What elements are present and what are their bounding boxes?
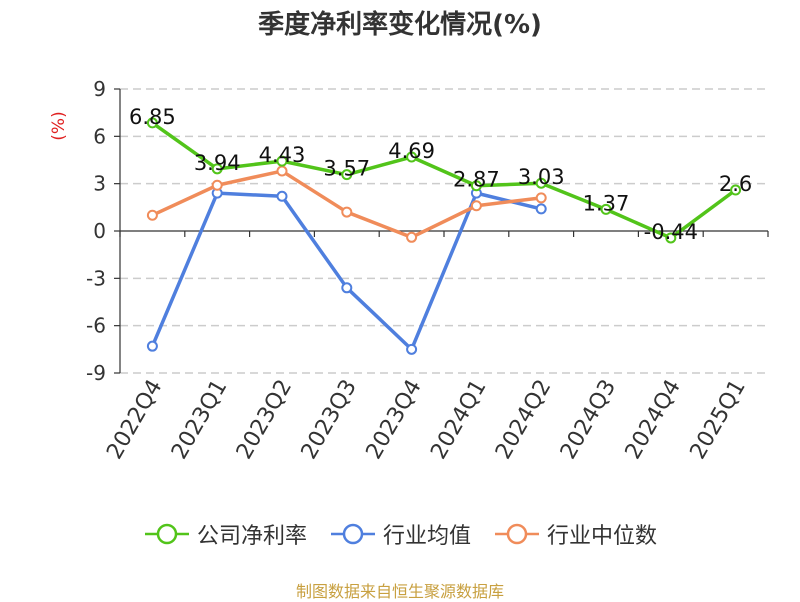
x-tick-label: 2025Q1 xyxy=(685,376,750,464)
data-point xyxy=(535,177,547,189)
y-tick-label: 0 xyxy=(93,219,106,243)
x-tick-label: 2024Q1 xyxy=(426,376,491,464)
legend-marker xyxy=(330,523,375,545)
y-tick-label: 9 xyxy=(93,77,106,101)
legend-label: 行业中位数 xyxy=(547,524,658,549)
legend-label: 公司净利率 xyxy=(196,524,307,549)
data-point xyxy=(341,282,353,294)
data-point xyxy=(276,165,288,177)
y-tick-label: -9 xyxy=(86,361,106,385)
y-axis-label: (%) xyxy=(49,111,69,140)
y-tick-label: -6 xyxy=(86,314,106,338)
data-label: 2.6 xyxy=(719,172,752,196)
data-label: 6.85 xyxy=(129,105,176,129)
data-label: 3.94 xyxy=(194,151,241,175)
y-tick-label: -3 xyxy=(86,266,106,290)
x-tick-label: 2023Q1 xyxy=(167,376,232,464)
data-point xyxy=(211,163,223,175)
x-tick-label: 2023Q2 xyxy=(232,376,297,464)
legend-item: 行业中位数 xyxy=(493,518,657,550)
series-line xyxy=(151,121,737,240)
data-label: 3.03 xyxy=(518,165,565,189)
x-tick-label: 2023Q3 xyxy=(297,376,362,464)
data-point xyxy=(600,203,612,215)
x-tick-label: 2022Q4 xyxy=(102,376,167,464)
data-point xyxy=(146,340,158,352)
data-point xyxy=(535,192,547,204)
data-point xyxy=(665,232,677,244)
y-tick-label: 3 xyxy=(93,172,106,196)
data-point xyxy=(470,200,482,212)
legend-marker xyxy=(495,523,539,545)
data-point xyxy=(470,180,482,192)
data-point xyxy=(276,190,288,202)
data-point xyxy=(730,184,742,196)
data-point xyxy=(406,343,418,355)
data-label: 4.43 xyxy=(259,143,306,167)
x-tick-label: 2024Q3 xyxy=(556,376,621,464)
data-point xyxy=(341,206,353,218)
data-label: 1.37 xyxy=(583,191,630,215)
data-point xyxy=(535,203,547,215)
data-point xyxy=(146,117,158,129)
source-note: 制图数据来自恒生聚源数据库 xyxy=(295,582,504,601)
data-point xyxy=(211,179,223,191)
chart-title: 季度净利率变化情况(%) xyxy=(258,10,542,40)
data-point xyxy=(146,209,158,221)
x-tick-label: 2024Q2 xyxy=(491,376,556,464)
legend-label: 行业均值 xyxy=(382,524,471,549)
legend-marker xyxy=(144,523,189,545)
data-point xyxy=(276,155,288,167)
y-tick-label: 6 xyxy=(93,124,106,148)
x-tick-label: 2024Q4 xyxy=(621,376,686,464)
chart-legend: 公司净利率 行业均值 行业中位数 xyxy=(0,518,800,550)
data-label: 3.57 xyxy=(323,157,370,181)
data-label: 2.87 xyxy=(453,168,500,192)
data-point xyxy=(406,151,418,163)
x-tick-label: 2023Q4 xyxy=(361,376,426,464)
legend-item: 行业均值 xyxy=(329,518,471,550)
data-point xyxy=(406,231,418,243)
legend-item: 公司净利率 xyxy=(143,518,307,550)
data-label: 4.69 xyxy=(388,139,435,163)
data-label: -0.44 xyxy=(644,220,698,244)
data-point xyxy=(341,169,353,181)
